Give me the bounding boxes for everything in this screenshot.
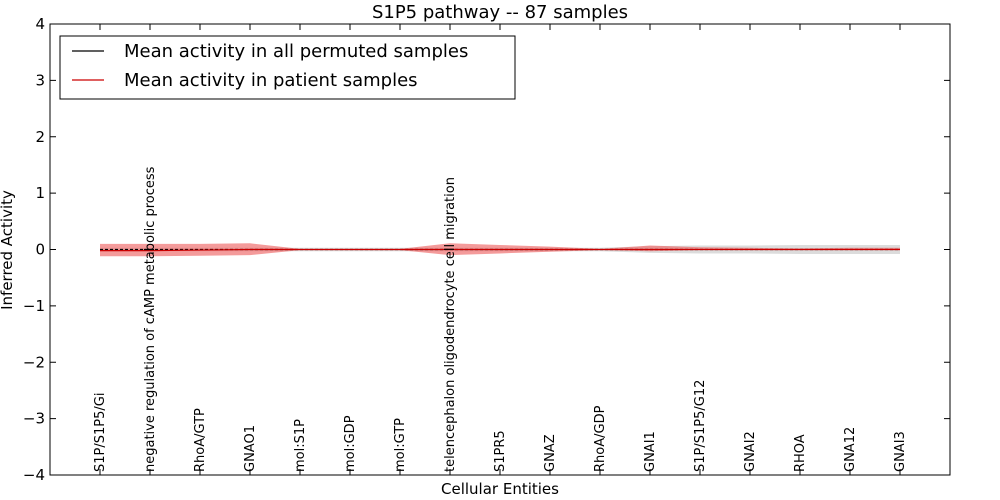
legend-entry: Mean activity in all permuted samples [124,41,468,62]
legend-box [59,35,516,100]
legend-entry: Mean activity in patient samples [124,70,418,91]
x-tick-label: RhoA/GDP [593,405,608,472]
y-tick-label: −3 [23,410,45,428]
y-tick-label: 1 [35,184,45,202]
x-tick-label: GNA12 [843,427,858,472]
line-patient [100,248,900,252]
y-tick-label: 3 [35,71,45,89]
x-tick-label: GNAI2 [743,431,758,472]
y-tick-label: −2 [23,353,45,371]
y-tick-label: −4 [23,466,45,484]
x-tick-label: S1P/S1P5/Gi [93,393,108,472]
legend: Mean activity in all permuted samples Mea… [59,35,516,100]
x-tick-label: S1PR5 [493,430,508,472]
y-axis: −4 −3 −2 −1 0 1 2 3 4 [23,15,950,484]
x-tick-label: mol:GTP [393,418,408,472]
y-tick-label: 4 [35,15,45,33]
x-tick-label: RHOA [793,434,808,472]
x-tick-label: GNAI1 [643,431,658,472]
x-tick-label: mol:S1P [293,419,308,472]
x-tick-label: GNAI3 [893,431,908,472]
y-tick-label: −1 [23,297,45,315]
x-tick-label: telencephalon oligodendrocyte cell migra… [443,177,458,472]
chart-title: S1P5 pathway -- 87 samples [372,2,628,23]
x-axis-label: Cellular Entities [441,480,559,498]
y-tick-label: 2 [35,128,45,146]
x-axis: S1P/S1P5/Gi negative regulation of cAMP m… [93,24,908,475]
x-tick-label: RhoA/GTP [193,408,208,472]
x-tick-label: S1P/S1P5/G12 [693,380,708,472]
series-lines [100,248,900,252]
x-tick-label: GNAO1 [243,425,258,472]
x-tick-label: negative regulation of cAMP metabolic pr… [143,166,158,472]
y-tick-label: 0 [35,241,45,259]
x-tick-label: mol:GDP [343,415,358,472]
x-tick-label: GNAZ [543,434,558,472]
y-axis-label: Inferred Activity [0,190,16,310]
